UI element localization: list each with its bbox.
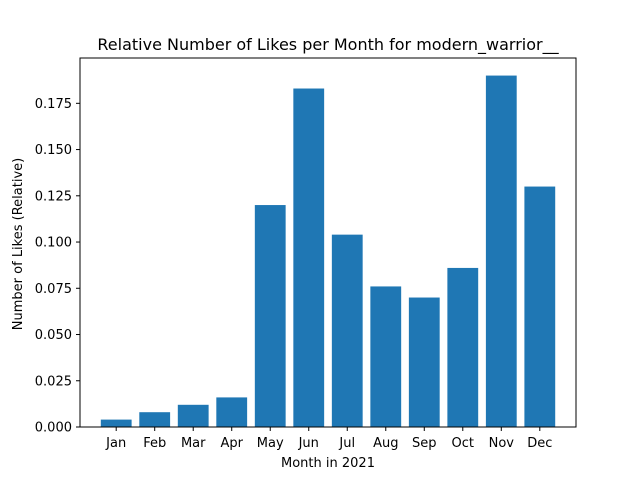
x-axis-title: Month in 2021 — [281, 456, 375, 471]
x-tick-label: May — [257, 436, 284, 451]
y-tick-label: 0.075 — [35, 282, 72, 297]
bar-aug — [370, 286, 402, 427]
bar-oct — [447, 267, 479, 427]
bar-feb — [139, 412, 171, 427]
chart-title: Relative Number of Likes per Month for m… — [97, 35, 559, 55]
x-tick-label: Aug — [373, 436, 398, 451]
bar-dec — [524, 186, 556, 427]
bars-layer — [100, 75, 556, 428]
bar-nov — [485, 75, 517, 427]
x-tick-label: Jun — [298, 436, 319, 451]
x-tick-label: Jan — [105, 436, 126, 451]
y-axis-title: Number of Likes (Relative) — [11, 158, 26, 330]
y-tick-label: 0.000 — [35, 421, 72, 436]
y-tick-label: 0.025 — [35, 374, 72, 389]
x-tick-label: Jul — [338, 436, 355, 451]
bar-apr — [216, 397, 248, 427]
axes-layer: 0.000 0.025 0.050 0.075 0.100 0.125 0.150 0.175… — [35, 57, 577, 451]
bar-jul — [331, 234, 363, 427]
x-tick-label: Apr — [220, 436, 243, 451]
y-tick-label: 0.150 — [35, 143, 72, 158]
bar-may — [254, 205, 286, 427]
bar-mar — [177, 404, 209, 427]
x-tick-label: Nov — [489, 436, 515, 451]
x-tick-label: Dec — [527, 436, 552, 451]
y-tick-label: 0.050 — [35, 328, 72, 343]
bar-jun — [293, 88, 325, 428]
x-tick-label: Feb — [143, 436, 166, 451]
y-tick-label: 0.100 — [35, 236, 72, 251]
y-tick-label: 0.125 — [35, 189, 72, 204]
x-tick-label: Sep — [412, 436, 437, 451]
bar-jan — [100, 419, 132, 427]
y-tick-label: 0.175 — [35, 97, 72, 112]
x-tick-label: Mar — [181, 436, 206, 451]
bar-sep — [408, 297, 440, 427]
x-tick-label: Oct — [452, 436, 474, 451]
